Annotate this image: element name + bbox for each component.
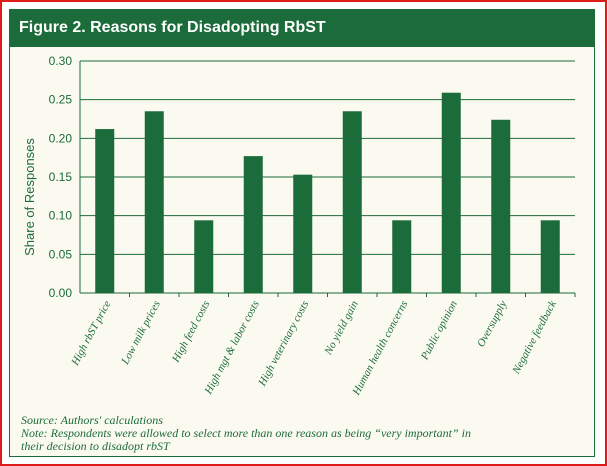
bar (540, 220, 560, 293)
x-tick-label: High mgt & labor costs (202, 299, 262, 397)
bars (95, 92, 560, 294)
bar (441, 92, 461, 293)
y-tick-label: 0.20 (49, 131, 73, 145)
bar-chart: 0.00 0.05 0.10 0.15 0.20 0.25 0.30 High rbST p… (22, 54, 576, 398)
x-tick-label: High feed costs (169, 299, 212, 365)
axes (79, 61, 576, 297)
y-tick-label: 0.30 (49, 54, 73, 68)
x-tick-label: Oversupply (475, 299, 509, 350)
bar (342, 111, 362, 294)
note-line-1: Note: Respondents were allowed to select… (21, 426, 471, 440)
bar (491, 119, 511, 293)
x-tick-label: High rbST price (69, 299, 114, 369)
x-tick-label: Public opinion (418, 298, 460, 362)
y-tick-label: 0.05 (49, 247, 73, 261)
y-tick-label: 0.10 (49, 209, 73, 223)
y-tick-label: 0.25 (49, 93, 73, 107)
y-axis-label: Share of Responses (22, 138, 37, 256)
x-tick-label: Human health concerns (350, 299, 410, 398)
figure-panel: Figure 2. Reasons for Disadopting RbST 0… (9, 9, 595, 457)
x-tick-label: Low milk prices (119, 299, 163, 368)
bar (293, 174, 313, 293)
figure-title: Figure 2. Reasons for Disadopting RbST (19, 19, 326, 36)
note-line-2: their decision to disadopt rbST (21, 439, 170, 453)
bar (95, 129, 115, 293)
y-tick-labels: 0.00 0.05 0.10 0.15 0.20 0.25 0.30 (49, 54, 73, 300)
bar (194, 220, 214, 293)
x-tick-label: No yield gain (322, 298, 361, 357)
y-tick-label: 0.15 (49, 170, 73, 184)
source-note: Source: Authors' calculations (21, 413, 163, 427)
x-tick-labels: High rbST price Low milk prices High feed … (69, 298, 560, 398)
y-tick-label: 0.00 (49, 286, 73, 300)
title-bar: Figure 2. Reasons for Disadopting RbST (10, 10, 594, 47)
bar (392, 220, 412, 293)
bar (243, 156, 263, 293)
x-tick-label: High veterinary costs (256, 299, 312, 389)
bar (144, 111, 164, 294)
x-tick-label: Negative feedback (510, 298, 560, 377)
